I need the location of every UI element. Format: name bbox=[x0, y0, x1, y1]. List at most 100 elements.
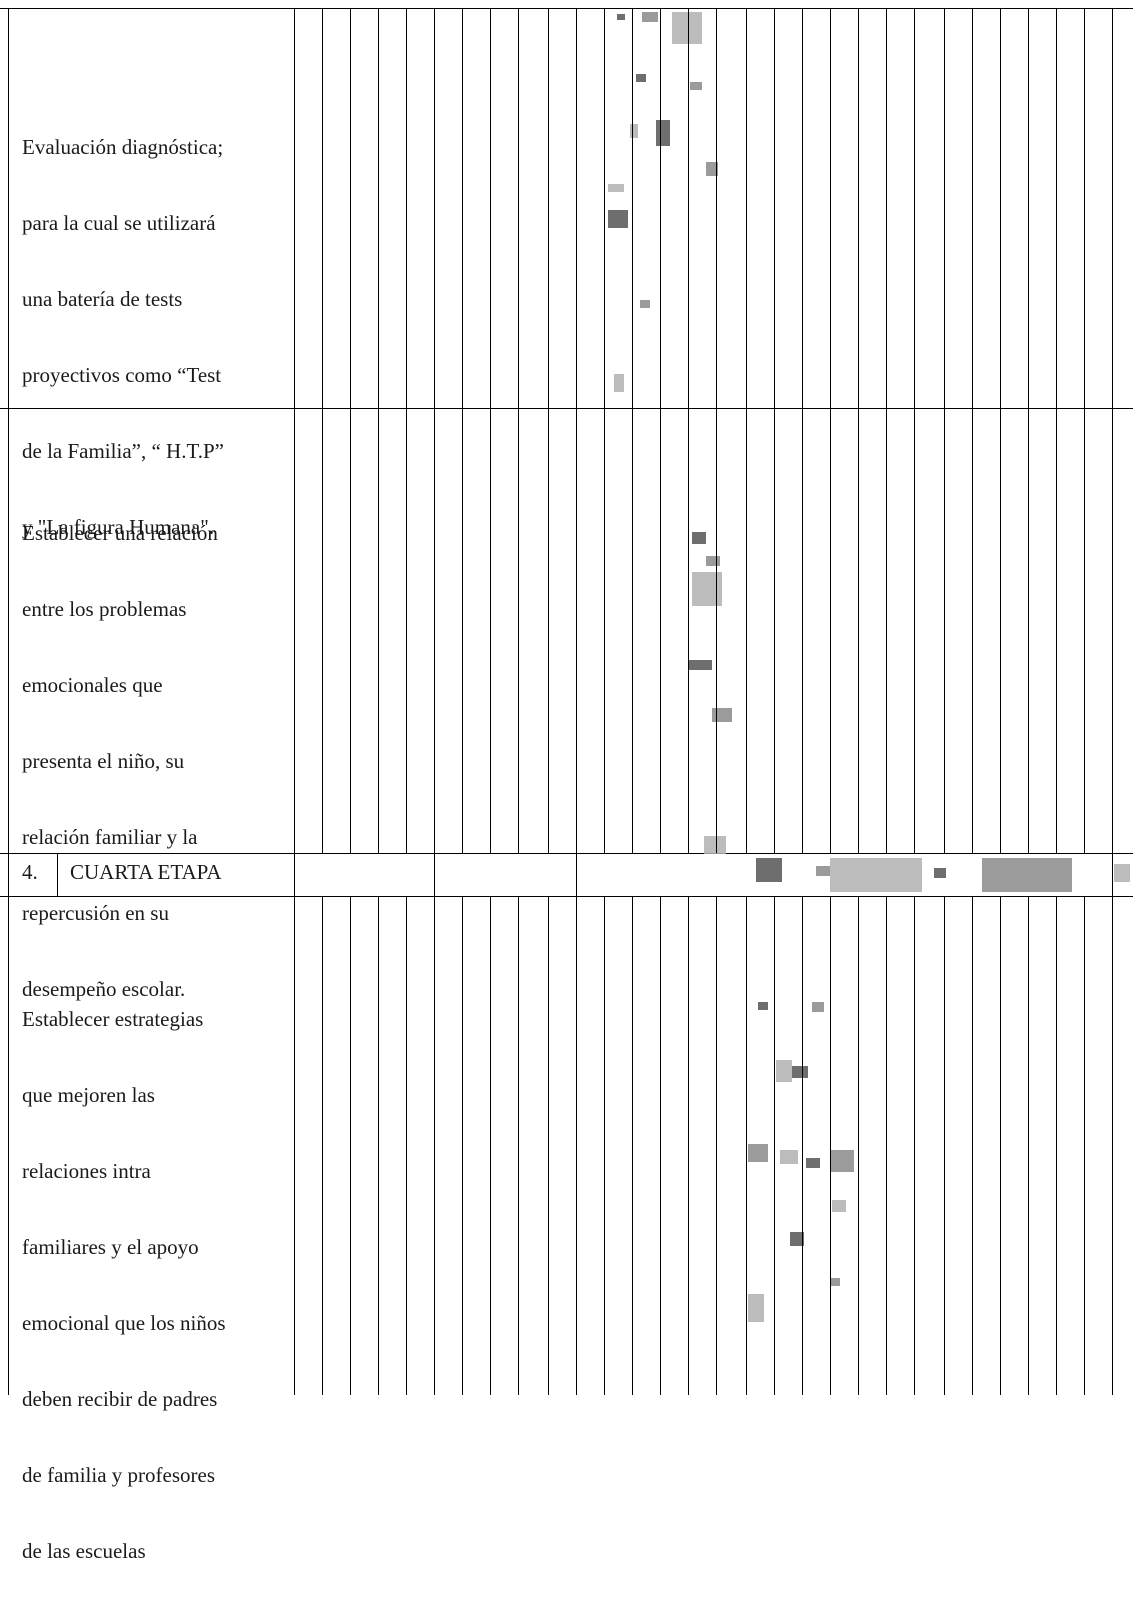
column-divider bbox=[1028, 8, 1029, 408]
shading-mark bbox=[816, 866, 830, 876]
column-divider bbox=[1112, 896, 1113, 1395]
shading-mark bbox=[608, 184, 624, 192]
column-divider bbox=[490, 408, 491, 853]
text-line: Establecer una relación bbox=[22, 521, 218, 545]
column-divider bbox=[548, 408, 549, 853]
column-divider bbox=[1112, 408, 1113, 853]
text-line: desempeño escolar. bbox=[22, 977, 186, 1001]
activity-cell-diagnostic: Evaluación diagnóstica; para la cual se … bbox=[22, 90, 292, 584]
text-line: Establecer estrategias bbox=[22, 1007, 204, 1031]
column-divider bbox=[886, 896, 887, 1395]
column-divider bbox=[886, 8, 887, 408]
column-divider bbox=[1000, 896, 1001, 1395]
shading-mark bbox=[630, 124, 638, 138]
column-divider bbox=[294, 8, 295, 1395]
text-line: relaciones intra bbox=[22, 1159, 151, 1183]
column-divider bbox=[802, 408, 803, 853]
text-line: de las escuelas bbox=[22, 1539, 146, 1563]
column-divider bbox=[548, 8, 549, 408]
column-divider bbox=[944, 896, 945, 1395]
text-line: emocional que los niños bbox=[22, 1311, 226, 1335]
column-divider bbox=[746, 408, 747, 853]
shading-mark bbox=[748, 1294, 764, 1322]
shading-mark bbox=[706, 556, 720, 566]
column-divider bbox=[548, 896, 549, 1395]
column-divider bbox=[774, 408, 775, 853]
shading-mark bbox=[830, 1150, 854, 1172]
column-divider bbox=[434, 408, 435, 853]
text-line: presenta el niño, su bbox=[22, 749, 185, 773]
column-divider bbox=[914, 408, 915, 853]
shading-mark bbox=[656, 120, 670, 146]
column-divider bbox=[944, 408, 945, 853]
column-divider bbox=[576, 896, 577, 1395]
column-divider bbox=[434, 896, 435, 1395]
column-divider bbox=[688, 408, 689, 853]
shading-mark bbox=[642, 12, 658, 22]
shading-mark bbox=[692, 532, 706, 544]
column-divider bbox=[746, 8, 747, 408]
column-divider bbox=[518, 8, 519, 408]
column-divider bbox=[830, 8, 831, 408]
column-divider bbox=[944, 8, 945, 408]
column-divider bbox=[604, 408, 605, 853]
column-divider bbox=[1056, 896, 1057, 1395]
column-divider bbox=[518, 408, 519, 853]
column-divider bbox=[858, 8, 859, 408]
column-divider bbox=[774, 8, 775, 408]
row-divider bbox=[0, 853, 1133, 854]
shading-mark bbox=[748, 1144, 768, 1162]
shading-mark bbox=[692, 572, 722, 606]
shading-mark bbox=[758, 1002, 768, 1010]
column-divider bbox=[1112, 8, 1113, 408]
column-divider bbox=[434, 853, 435, 896]
column-divider bbox=[462, 8, 463, 408]
shading-mark bbox=[832, 1200, 846, 1212]
shading-mark bbox=[780, 1150, 798, 1164]
shading-mark bbox=[704, 836, 726, 854]
shading-mark bbox=[640, 300, 650, 308]
column-divider bbox=[462, 896, 463, 1395]
shading-mark bbox=[688, 660, 712, 670]
text-line: repercusión en su bbox=[22, 901, 169, 925]
shading-mark bbox=[830, 1278, 840, 1286]
column-divider bbox=[1112, 853, 1113, 896]
column-divider bbox=[972, 408, 973, 853]
column-divider bbox=[406, 408, 407, 853]
text-line: proyectivos como “Test bbox=[22, 363, 222, 387]
column-divider bbox=[858, 408, 859, 853]
shading-mark bbox=[690, 82, 702, 90]
column-divider bbox=[632, 408, 633, 853]
column-divider bbox=[1000, 408, 1001, 853]
column-divider bbox=[462, 408, 463, 853]
shading-mark bbox=[934, 868, 946, 878]
column-divider bbox=[1056, 408, 1057, 853]
column-divider bbox=[688, 896, 689, 1395]
shading-mark bbox=[636, 74, 646, 82]
text-line: emocionales que bbox=[22, 673, 163, 697]
column-divider bbox=[632, 8, 633, 408]
shading-mark bbox=[614, 374, 624, 392]
text-line: de la Familia”, “ H.T.P” bbox=[22, 439, 224, 463]
shading-mark bbox=[792, 1066, 808, 1078]
column-divider bbox=[660, 896, 661, 1395]
column-divider bbox=[434, 8, 435, 408]
column-divider bbox=[716, 896, 717, 1395]
text-line: entre los problemas bbox=[22, 597, 187, 621]
row-divider bbox=[0, 8, 1133, 9]
shading-mark bbox=[672, 12, 702, 44]
column-divider bbox=[1084, 8, 1085, 408]
column-divider bbox=[802, 896, 803, 1395]
shading-mark bbox=[1114, 864, 1130, 882]
column-divider bbox=[350, 408, 351, 853]
column-divider bbox=[576, 853, 577, 896]
column-divider bbox=[858, 896, 859, 1395]
text-line: relación familiar y la bbox=[22, 825, 198, 849]
column-divider bbox=[1028, 896, 1029, 1395]
shading-mark bbox=[830, 858, 922, 892]
column-divider bbox=[8, 8, 9, 1395]
column-divider bbox=[322, 408, 323, 853]
column-divider bbox=[972, 8, 973, 408]
column-divider bbox=[830, 408, 831, 853]
stage-number: 4. bbox=[22, 860, 38, 884]
